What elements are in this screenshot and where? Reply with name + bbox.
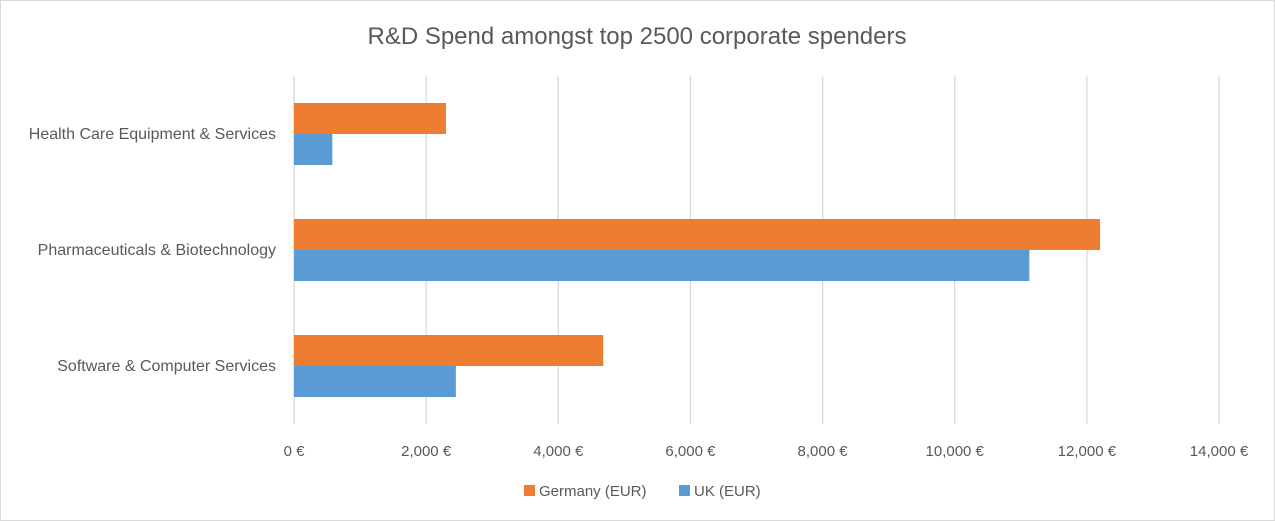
x-tick-label: 2,000 €	[401, 443, 452, 460]
legend-label: UK (EUR)	[694, 483, 761, 500]
x-tick-label: 10,000 €	[926, 443, 985, 460]
x-tick-label: 0 €	[284, 443, 306, 460]
x-tick-label: 12,000 €	[1058, 443, 1117, 460]
bar	[294, 366, 456, 397]
x-tick-label: 4,000 €	[533, 443, 584, 460]
bar	[294, 335, 604, 366]
category-label: Software & Computer Services	[57, 358, 276, 375]
legend-swatch	[524, 485, 535, 496]
bar	[294, 103, 446, 134]
legend-label: Germany (EUR)	[539, 483, 647, 500]
legend: Germany (EUR) UK (EUR)	[524, 483, 761, 500]
x-tick-label: 6,000 €	[665, 443, 716, 460]
category-label: Pharmaceuticals & Biotechnology	[38, 242, 276, 259]
category-labels: Health Care Equipment & Services Pharmace…	[29, 126, 276, 375]
x-tick-label: 8,000 €	[798, 443, 849, 460]
chart-title: R&D Spend amongst top 2500 corporate spe…	[367, 23, 906, 50]
x-tick-labels: 0 € 2,000 € 4,000 € 6,000 € 8,000 € 10,000 € 1…	[284, 443, 1249, 460]
bar	[294, 250, 1030, 281]
x-tick-label: 14,000 €	[1190, 443, 1249, 460]
bar	[294, 134, 333, 165]
bars	[294, 103, 1101, 397]
category-label: Health Care Equipment & Services	[29, 126, 276, 143]
bar	[294, 219, 1101, 250]
legend-swatch	[679, 485, 690, 496]
